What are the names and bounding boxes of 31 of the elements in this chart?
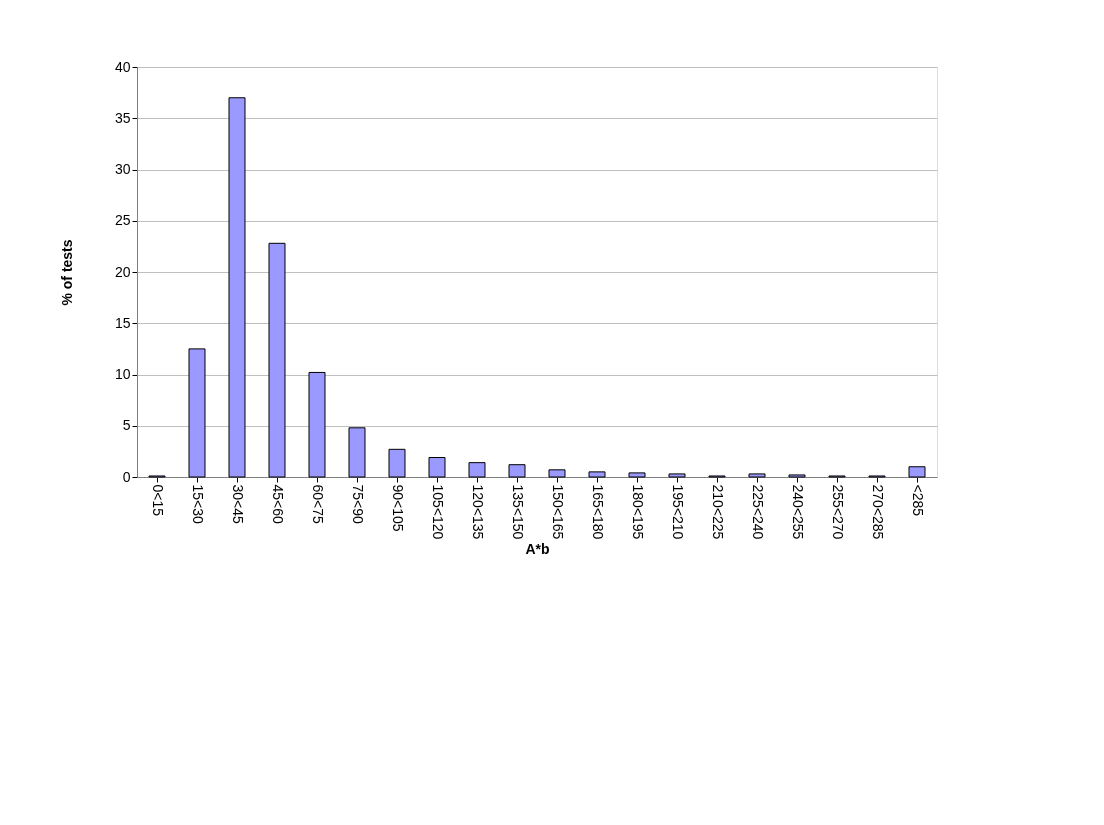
x-tick-label: 105<120	[430, 484, 446, 540]
x-tick-label: 120<135	[470, 484, 486, 540]
x-tick-label: 255<270	[830, 484, 846, 540]
x-tick-label: 30<45	[230, 484, 246, 525]
y-tick-label: 35	[114, 109, 131, 126]
y-tick-label: 25	[114, 212, 131, 229]
y-tick-label: 30	[114, 161, 131, 177]
x-tick-label: 240<255	[790, 484, 806, 540]
x-tick-label: 270<285	[870, 484, 886, 540]
x-tick-label: 135<150	[510, 484, 526, 540]
y-tick-label: 40	[114, 58, 131, 75]
x-tick-label: 210<225	[710, 484, 726, 540]
y-tick-label: 0	[122, 468, 131, 485]
x-tick-label: 60<75	[310, 484, 326, 525]
y-tick-label: 10	[114, 366, 131, 382]
x-tick-label: 90<105	[390, 484, 406, 532]
x-tick-label: 75<90	[350, 484, 366, 525]
x-axis-title: A*b	[525, 541, 550, 558]
x-tick-label: 225<240	[750, 484, 766, 540]
y-axis-title: % of tests	[58, 239, 75, 306]
y-tick-label: 5	[122, 417, 131, 434]
x-tick-label: 150<165	[550, 484, 566, 540]
y-tick-label: 15	[114, 314, 131, 331]
x-tick-label: 165<180	[590, 484, 606, 540]
x-tick-label: <285	[910, 484, 926, 517]
x-tick-label: 45<60	[270, 484, 286, 525]
x-tick-label: 180<195	[630, 484, 646, 540]
x-tick-label: 15<30	[190, 484, 206, 525]
x-tick-label: 195<210	[670, 484, 686, 540]
x-tick-label: 0<15	[150, 484, 166, 517]
y-tick-label: 20	[114, 263, 131, 280]
